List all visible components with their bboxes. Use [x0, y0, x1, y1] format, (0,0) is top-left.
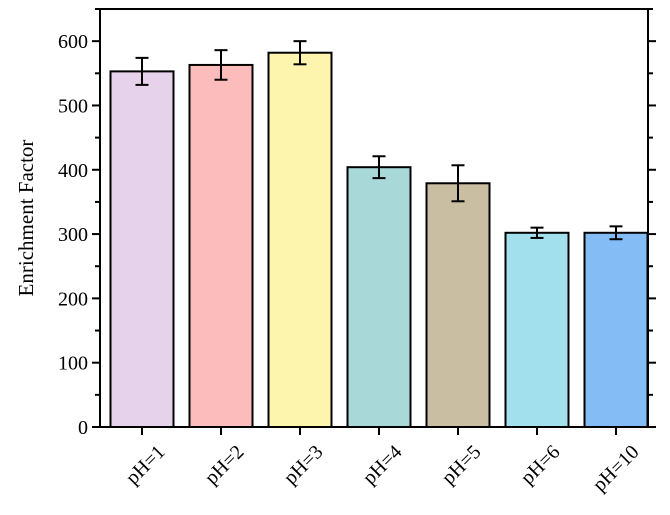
- bars-layer: [109, 51, 649, 429]
- y-tick-label: 300: [58, 224, 88, 246]
- x-tick-label-pH=3: pH=3: [280, 441, 328, 489]
- plot-frame: [99, 8, 649, 428]
- x-tick-label-pH=1: pH=1: [122, 441, 170, 489]
- bar-pH=2: [188, 63, 254, 428]
- y-tick-label: 600: [58, 31, 88, 53]
- error-bar-pH=2: [214, 49, 228, 81]
- y-axis-title: Enrichment Factor: [14, 140, 38, 297]
- bar-pH=3: [267, 51, 333, 429]
- x-tick-label-pH=5: pH=5: [438, 441, 486, 489]
- bar-pH=4: [346, 166, 412, 428]
- error-bar-pH=6: [530, 226, 544, 239]
- bar-pH=1: [109, 70, 175, 429]
- error-bar-pH=5: [451, 164, 465, 203]
- error-bar-pH=4: [372, 155, 386, 180]
- y-tick-label: 500: [58, 95, 88, 117]
- x-tick-label-pH=6: pH=6: [517, 441, 565, 489]
- x-tick-label-pH=10: pH=10: [589, 441, 644, 496]
- bar-pH=5: [425, 182, 491, 428]
- y-tick-label: 0: [78, 417, 88, 439]
- bar-pH=6: [504, 231, 570, 428]
- error-bar-pH=10: [609, 225, 623, 241]
- bar-pH=10: [583, 231, 649, 428]
- error-bars-layer: [135, 40, 623, 241]
- error-bar-pH=1: [135, 56, 149, 86]
- axes-layer: [92, 8, 656, 435]
- x-tick-label-pH=4: pH=4: [359, 441, 407, 489]
- error-bar-pH=3: [293, 40, 307, 66]
- y-tick-label: 200: [58, 288, 88, 310]
- y-tick-label: 400: [58, 160, 88, 182]
- y-tick-label: 100: [58, 353, 88, 375]
- x-tick-label-pH=2: pH=2: [201, 441, 249, 489]
